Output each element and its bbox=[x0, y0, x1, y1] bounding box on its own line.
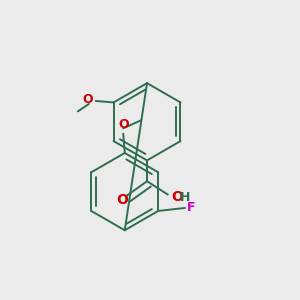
Text: O: O bbox=[82, 93, 93, 106]
Text: H: H bbox=[180, 191, 191, 204]
Text: O: O bbox=[118, 118, 129, 131]
Text: O: O bbox=[117, 193, 129, 207]
Text: F: F bbox=[186, 202, 195, 214]
Text: O: O bbox=[171, 190, 183, 204]
